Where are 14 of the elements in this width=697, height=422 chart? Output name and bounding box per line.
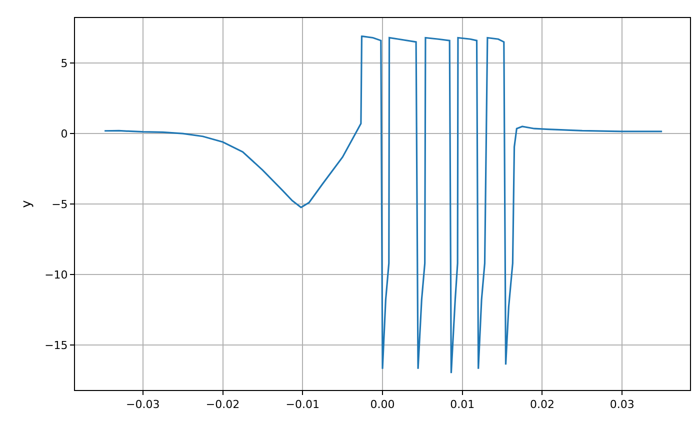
line-series (104, 36, 663, 374)
y-tick-label: −5 (52, 198, 68, 211)
y-tick-label: 0 (60, 127, 68, 140)
x-tick-label: 0.01 (450, 398, 475, 412)
y-axis-title: y (20, 200, 35, 208)
x-tick-label: 0.02 (530, 398, 554, 412)
y-tick-label: −10 (44, 268, 68, 282)
x-tick-label: −0.02 (206, 398, 240, 412)
x-tick-label: 0.00 (370, 398, 395, 412)
x-tick-label: 0.03 (610, 398, 634, 412)
y-tick-label: 5 (60, 56, 68, 70)
x-tick-label: −0.03 (126, 398, 160, 412)
y-tick-label: −15 (44, 338, 68, 352)
x-tick-label: −0.01 (286, 398, 320, 412)
